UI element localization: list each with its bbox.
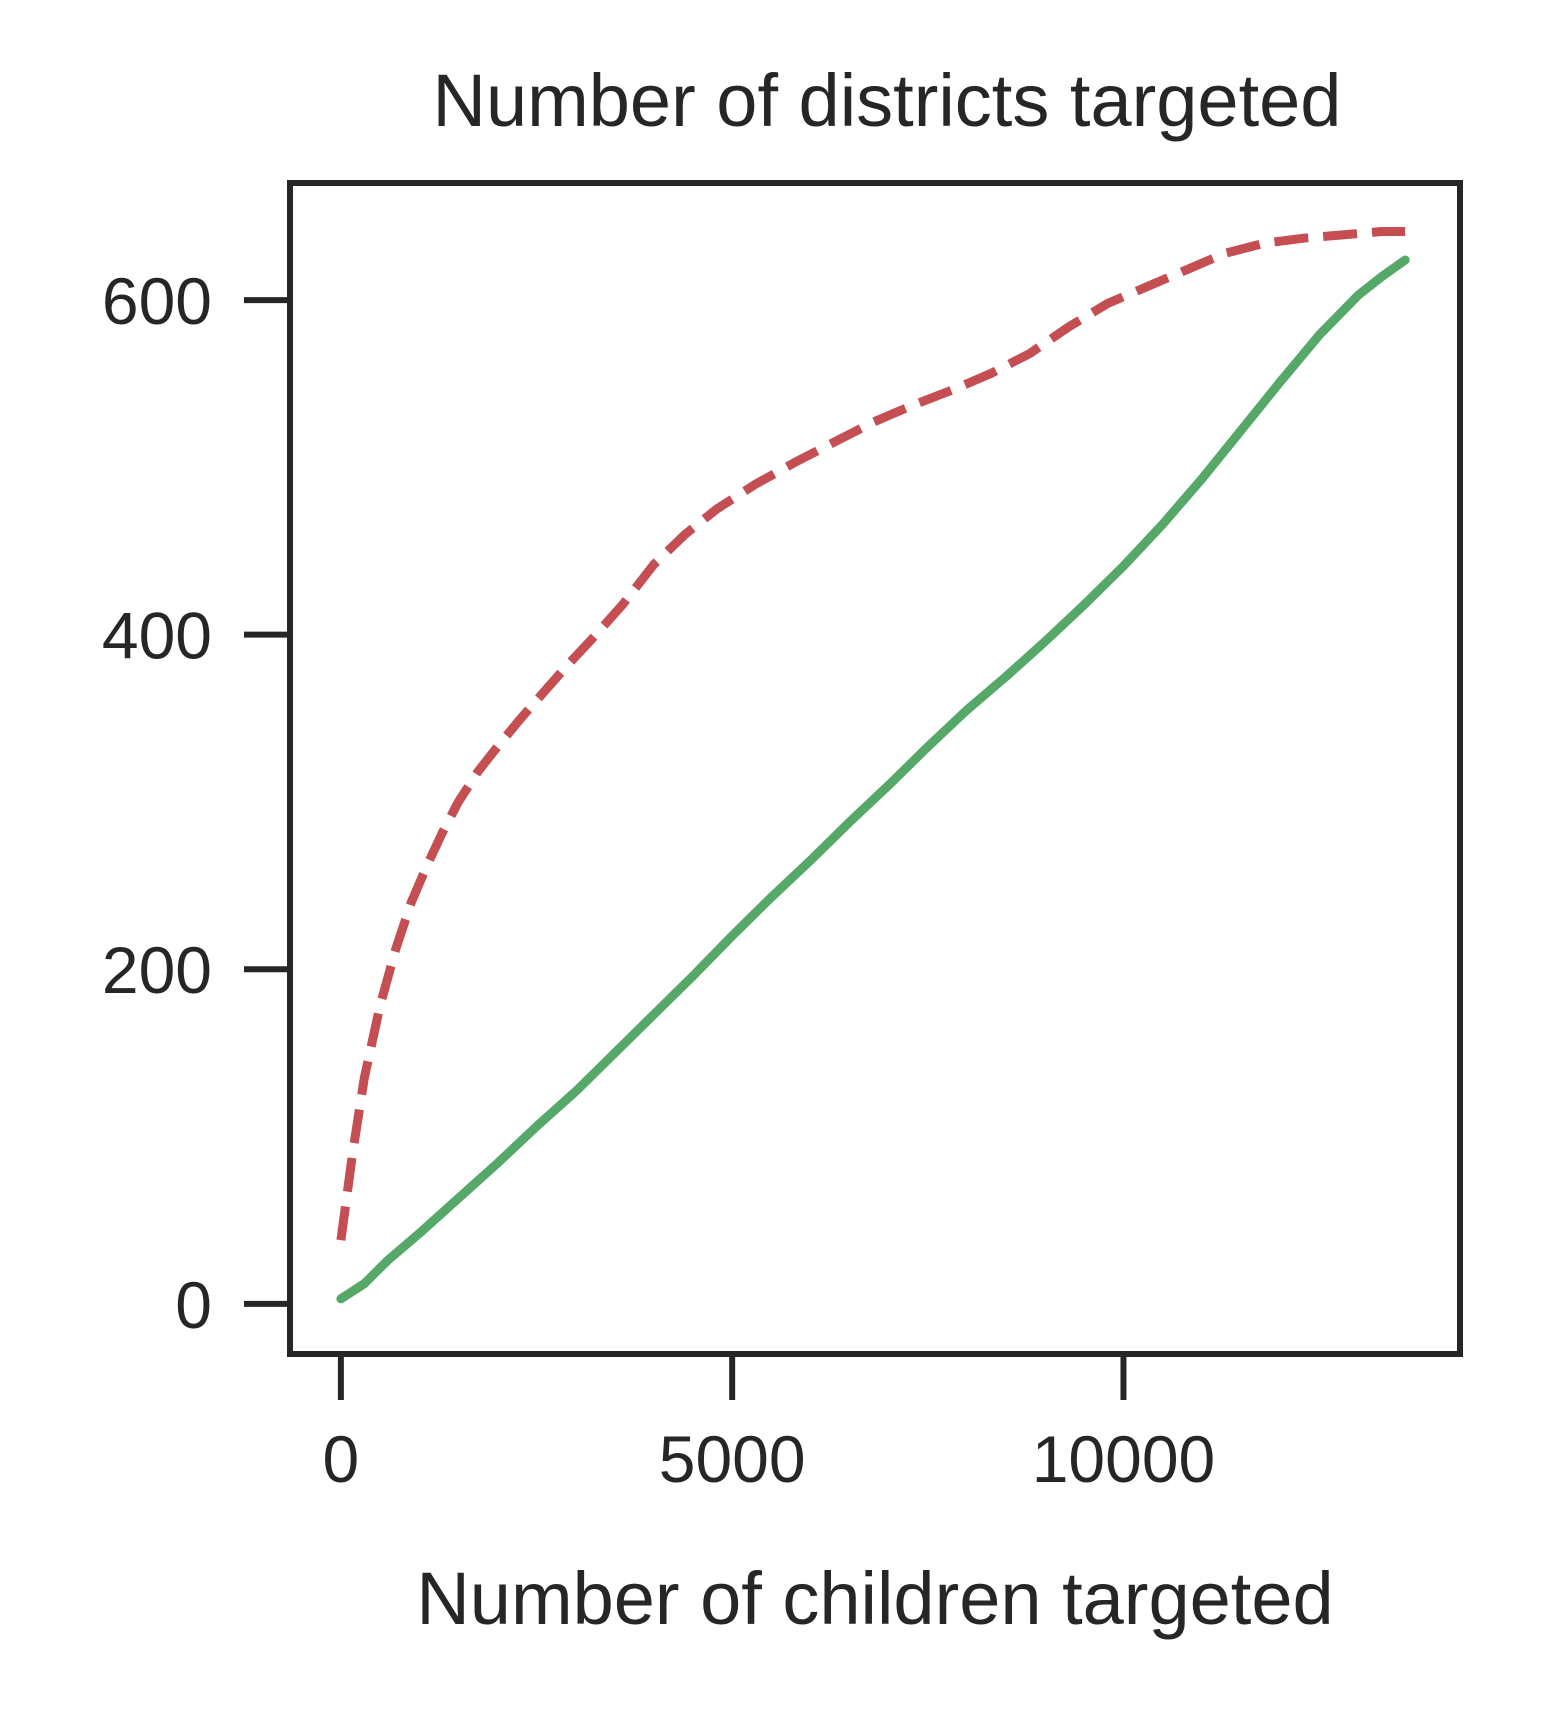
x-axis-label: Number of children targeted: [416, 1557, 1333, 1640]
y-tick-label: 600: [102, 264, 212, 338]
x-tick-label: 10000: [1032, 1422, 1216, 1496]
x-axis: 0 5000 10000: [323, 1354, 1216, 1496]
y-tick-label: 400: [102, 599, 212, 673]
y-axis: 0 200 400 600: [102, 264, 290, 1342]
plot-frame: [287, 180, 1463, 1357]
series-line-1: [336, 227, 1406, 1241]
y-tick-label: 200: [102, 933, 212, 1007]
chart-title: Number of districts targeted: [433, 59, 1342, 142]
x-tick-label: 0: [323, 1422, 360, 1496]
series-line-2: [336, 255, 1410, 1304]
x-tick-label: 5000: [659, 1422, 806, 1496]
series-layer: [336, 227, 1410, 1304]
y-tick-label: 0: [175, 1268, 212, 1342]
